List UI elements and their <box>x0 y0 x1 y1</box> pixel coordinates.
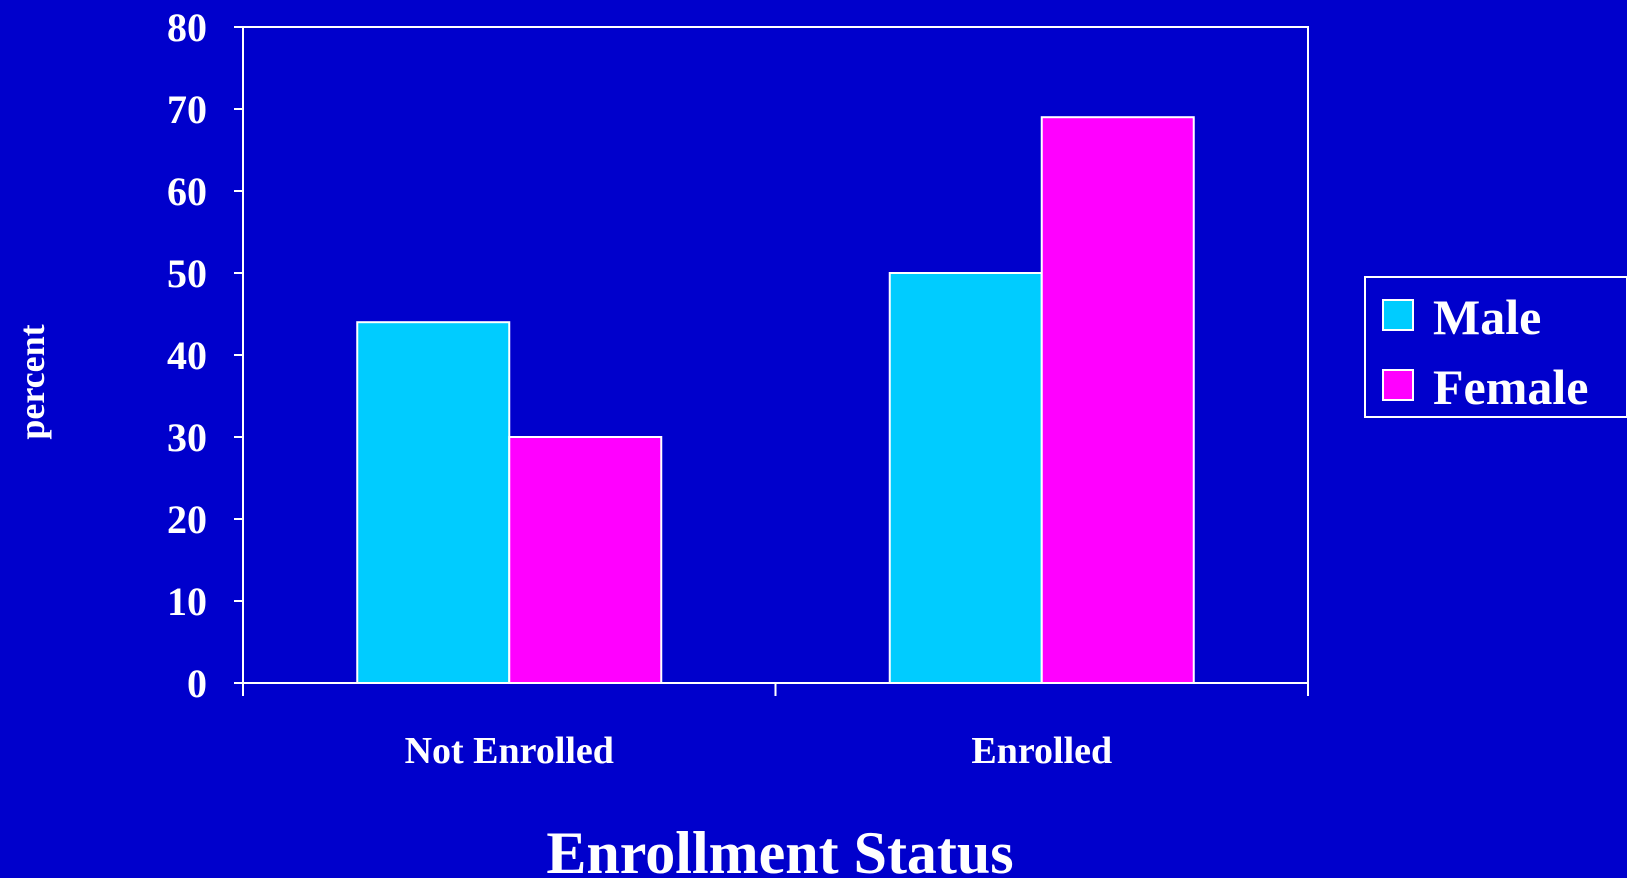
bar-male-enrolled <box>888 272 1043 684</box>
bar-male-not-enrolled <box>356 321 511 684</box>
legend-swatch-male <box>1382 299 1414 331</box>
y-tick-label: 80 <box>167 5 207 50</box>
y-tick-label: 10 <box>167 579 207 624</box>
x-axis-ticks: Not Enrolled Enrolled <box>242 683 1309 772</box>
x-tick-label: Not Enrolled <box>405 730 614 772</box>
x-axis-title: Enrollment Status <box>546 820 1013 878</box>
x-tick-label: Enrolled <box>971 730 1112 772</box>
y-tick-label: 20 <box>167 497 207 542</box>
bar-female-not-enrolled <box>508 436 663 684</box>
bar-female-enrolled <box>1040 116 1195 684</box>
bars-group <box>356 116 1195 684</box>
legend-label-male: Male <box>1433 289 1541 345</box>
legend-label-female: Female <box>1433 359 1588 415</box>
y-tick-label: 50 <box>167 251 207 296</box>
y-tick-label: 40 <box>167 333 207 378</box>
y-tick-label: 0 <box>187 661 207 706</box>
y-axis-ticks: 0 10 20 30 40 50 60 70 80 <box>167 5 243 706</box>
legend-swatch-female <box>1382 369 1414 401</box>
y-tick-label: 60 <box>167 169 207 214</box>
y-tick-label: 30 <box>167 415 207 460</box>
legend-box <box>1364 276 1627 418</box>
y-tick-label: 70 <box>167 87 207 132</box>
y-axis-title: percent <box>12 324 52 439</box>
legend: Male Female <box>1364 276 1627 418</box>
